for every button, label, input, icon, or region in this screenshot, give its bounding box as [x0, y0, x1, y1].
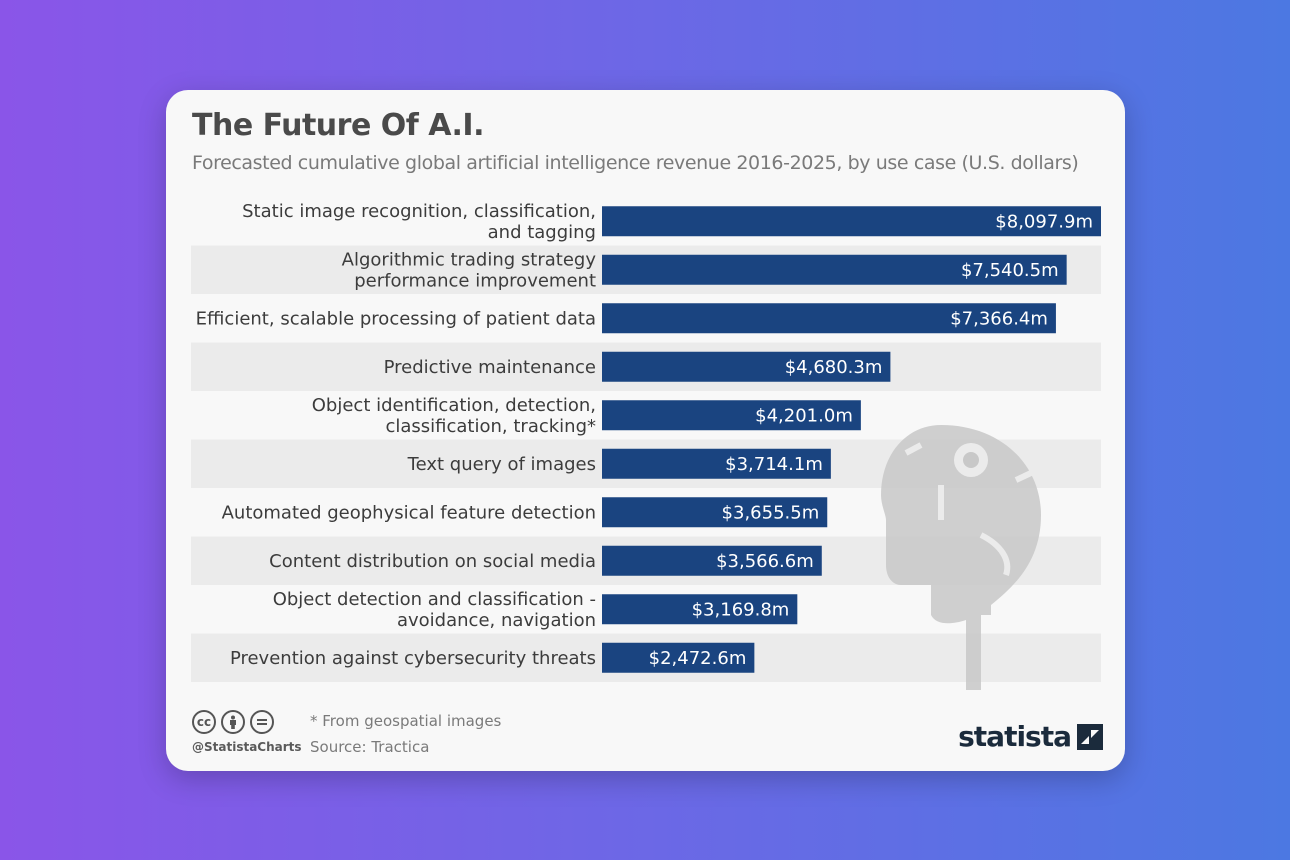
bar[interactable]: [602, 400, 861, 431]
source-note: Source: Tractica: [310, 738, 430, 756]
category-label-line: Static image recognition, classification…: [242, 201, 596, 222]
bar[interactable]: [602, 351, 891, 382]
category-label: Efficient, scalable processing of patien…: [196, 308, 596, 329]
bar-value-label: $7,366.4m: [950, 308, 1048, 329]
category-label-line: classification, tracking*: [385, 416, 596, 437]
category-label-line: Automated geophysical feature detection: [222, 502, 596, 523]
bar-value-label: $3,655.5m: [722, 502, 820, 523]
category-label: Prevention against cybersecurity threats: [230, 648, 596, 669]
bar[interactable]: [602, 303, 1056, 334]
social-handle[interactable]: @StatistaCharts: [192, 740, 302, 754]
chart-title: The Future Of A.I.: [192, 108, 484, 143]
category-label-line: and tagging: [488, 222, 596, 243]
no-derivatives-icon: [250, 710, 274, 734]
bar[interactable]: [602, 497, 828, 528]
bar-value-label: $3,566.6m: [716, 551, 814, 572]
license-block: cc @StatistaCharts: [192, 710, 302, 754]
creative-commons-icon: cc: [192, 710, 216, 734]
statista-mark-icon: [1077, 723, 1103, 750]
bar-value-label: $7,540.5m: [961, 260, 1059, 281]
category-label-line: Efficient, scalable processing of patien…: [196, 308, 596, 329]
bar-value-label: $2,472.6m: [649, 648, 747, 669]
category-label-line: Object identification, detection,: [312, 395, 596, 416]
category-label: Object detection and classification -avo…: [273, 589, 596, 631]
bar[interactable]: [602, 448, 831, 479]
category-label-line: Text query of images: [407, 454, 596, 475]
bar[interactable]: [602, 642, 755, 673]
bar[interactable]: [602, 545, 822, 576]
category-label: Text query of images: [407, 454, 596, 475]
bar[interactable]: [602, 594, 798, 625]
category-label-line: Prevention against cybersecurity threats: [230, 648, 596, 669]
bar-value-label: $8,097.9m: [995, 211, 1093, 232]
robot-head-icon: [881, 425, 1041, 690]
category-label-line: Content distribution on social media: [269, 551, 596, 572]
category-label: Algorithmic trading strategy performance …: [342, 249, 597, 291]
chart-card: The Future Of A.I. Forecasted cumulative…: [166, 90, 1125, 771]
footnote: * From geospatial images: [310, 712, 502, 730]
brand-name: statista: [958, 720, 1072, 753]
bar-value-label: $4,201.0m: [755, 405, 853, 426]
bar[interactable]: [602, 254, 1067, 285]
category-label-line: Algorithmic trading strategy: [342, 249, 597, 270]
category-label-line: performance improvement: [354, 270, 596, 291]
category-label: Predictive maintenance: [384, 357, 596, 378]
statista-logo[interactable]: statista: [958, 720, 1103, 753]
category-label: Static image recognition, classification…: [242, 201, 596, 243]
category-label-line: avoidance, navigation: [397, 610, 596, 631]
category-label-line: Predictive maintenance: [384, 357, 596, 378]
bar-value-label: $4,680.3m: [785, 357, 883, 378]
category-label: Content distribution on social media: [269, 551, 596, 572]
bar[interactable]: [602, 206, 1101, 237]
category-label-line: Object detection and classification -: [273, 589, 596, 610]
chart-subtitle: Forecasted cumulative global artificial …: [192, 152, 1079, 174]
bar-value-label: $3,169.8m: [692, 599, 790, 620]
category-label: Automated geophysical feature detection: [222, 502, 596, 523]
attribution-icon: [221, 710, 245, 734]
category-label: Object identification, detection, classif…: [312, 395, 596, 437]
bar-chart: $8,097.9m Static image recognition, class…: [191, 201, 1101, 690]
bar-value-label: $3,714.1m: [725, 454, 823, 475]
